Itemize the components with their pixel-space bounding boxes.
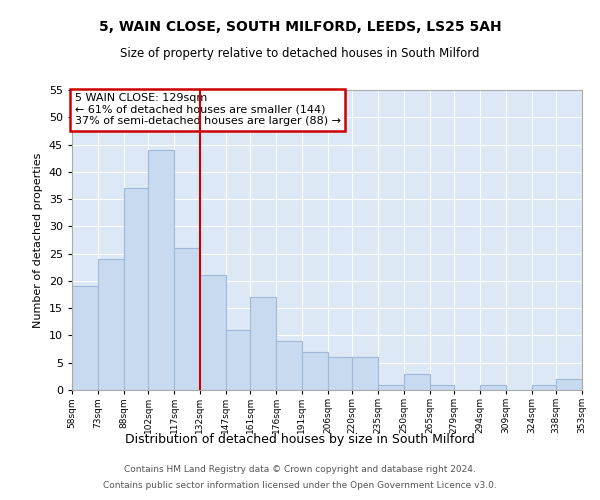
Bar: [148, 150, 174, 390]
Bar: [556, 379, 582, 390]
Bar: [302, 352, 328, 390]
Text: Size of property relative to detached houses in South Milford: Size of property relative to detached ho…: [120, 48, 480, 60]
Bar: [200, 276, 226, 390]
Bar: [352, 358, 378, 390]
Bar: [72, 286, 98, 390]
Bar: [480, 384, 506, 390]
Bar: [328, 358, 352, 390]
Text: 5, WAIN CLOSE, SOUTH MILFORD, LEEDS, LS25 5AH: 5, WAIN CLOSE, SOUTH MILFORD, LEEDS, LS2…: [98, 20, 502, 34]
Bar: [430, 384, 454, 390]
Bar: [276, 341, 302, 390]
Bar: [250, 298, 276, 390]
Text: Contains HM Land Registry data © Crown copyright and database right 2024.: Contains HM Land Registry data © Crown c…: [124, 466, 476, 474]
Y-axis label: Number of detached properties: Number of detached properties: [33, 152, 43, 328]
Bar: [124, 188, 148, 390]
Bar: [226, 330, 250, 390]
Bar: [404, 374, 430, 390]
Text: Contains public sector information licensed under the Open Government Licence v3: Contains public sector information licen…: [103, 480, 497, 490]
Bar: [98, 259, 124, 390]
Text: 5 WAIN CLOSE: 129sqm
← 61% of detached houses are smaller (144)
37% of semi-deta: 5 WAIN CLOSE: 129sqm ← 61% of detached h…: [74, 93, 341, 126]
Bar: [174, 248, 200, 390]
Bar: [532, 384, 556, 390]
Bar: [378, 384, 404, 390]
Text: Distribution of detached houses by size in South Milford: Distribution of detached houses by size …: [125, 432, 475, 446]
